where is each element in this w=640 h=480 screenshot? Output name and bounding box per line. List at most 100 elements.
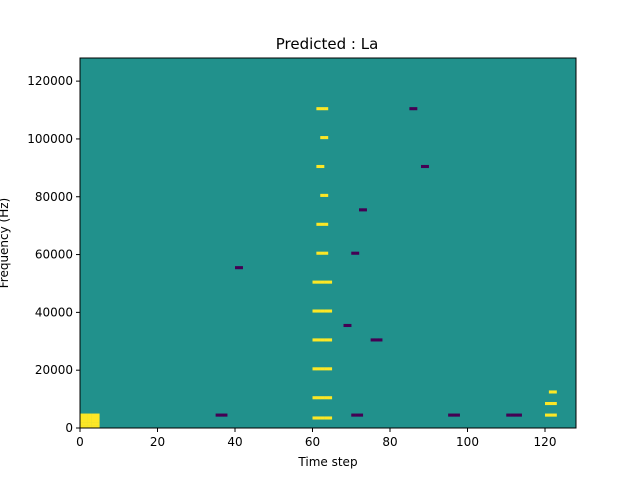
heatmap-cell-low [374, 338, 379, 342]
y-tick-label: 60000 [35, 248, 73, 262]
heatmap-cell-low [362, 208, 367, 212]
heatmap-cell-high [316, 396, 321, 400]
x-tick-label: 80 [382, 435, 397, 449]
heatmap-cell-high [320, 338, 325, 342]
heatmap-cell-low [413, 107, 418, 111]
heatmap-cell-high [91, 422, 96, 426]
heatmap-cell-high [320, 280, 325, 284]
heatmap-cell-high [552, 413, 557, 417]
heatmap-cell-high [95, 416, 100, 420]
heatmap-cell-low [238, 266, 243, 270]
heatmap-cell-high [320, 251, 325, 255]
y-tick-label: 40000 [35, 305, 73, 319]
heatmap-cell-high [87, 425, 92, 429]
heatmap-cell-high [324, 416, 329, 420]
x-tick-label: 60 [305, 435, 320, 449]
heatmap-cell-high [324, 107, 329, 111]
heatmap-cell-low [510, 413, 515, 417]
x-axis-label: Time step [297, 455, 357, 469]
heatmap-cell-high [316, 280, 321, 284]
y-tick-label: 100000 [27, 132, 73, 146]
heatmap-cell-high [95, 422, 100, 426]
heatmap-cell-low [359, 208, 364, 212]
heatmap-cell-high [312, 416, 317, 420]
heatmap-cell-low [370, 338, 375, 342]
heatmap-cell-high [328, 309, 333, 313]
heatmap-cell-high [83, 416, 88, 420]
heatmap-cell-high [548, 413, 553, 417]
plot-frame [79, 57, 577, 429]
heatmap-cell-high [95, 419, 100, 423]
heatmap-cell-low [359, 413, 364, 417]
heatmap-cell-high [80, 422, 85, 426]
y-axis-label: Frequency (Hz) [0, 198, 11, 289]
heatmap-cell-high [312, 396, 317, 400]
heatmap-cell-high [80, 419, 85, 423]
heatmap-cell-high [328, 280, 333, 284]
heatmap-cell-high [87, 416, 92, 420]
heatmap-cell-high [316, 107, 321, 111]
heatmap-cell-high [316, 367, 321, 371]
heatmap-cell-high [324, 280, 329, 284]
heatmap-cell-high [545, 401, 550, 406]
heatmap-cell-high [324, 136, 329, 140]
heatmap-cell-low [452, 413, 457, 417]
heatmap-cell-high [324, 309, 329, 313]
heatmap-cell-low [409, 107, 414, 111]
heatmap-cell-high [548, 401, 553, 406]
plot-area [79, 57, 577, 429]
heatmap-cell-high [316, 338, 321, 342]
heatmap-cell-low [235, 266, 240, 270]
heatmap-cell-low [219, 413, 224, 417]
heatmap-cell-low [424, 164, 429, 169]
heatmap-cell-high [320, 367, 325, 371]
heatmap-cell-high [312, 309, 317, 313]
heatmap-cell-high [316, 251, 321, 255]
heatmap-cell-high [80, 425, 85, 429]
heatmap-cell-high [95, 425, 100, 429]
heatmap-cell-high [320, 107, 325, 111]
heatmap-cell-high [87, 419, 92, 423]
heatmap-cell-high [324, 396, 329, 400]
y-tick-label: 120000 [27, 74, 73, 88]
heatmap-cell-high [545, 413, 550, 417]
heatmap-cell-high [324, 222, 329, 226]
heatmap-cell-high [552, 390, 557, 394]
heatmap-cell-low [343, 323, 348, 328]
heatmap-cell-low [448, 413, 453, 417]
x-tick-label: 40 [227, 435, 242, 449]
heatmap-cell-high [95, 413, 100, 417]
heatmap-cell-high [320, 222, 325, 226]
x-tick-label: 0 [76, 435, 84, 449]
x-tick-label: 120 [534, 435, 557, 449]
heatmap-cell-high [80, 413, 85, 417]
heatmap-cell-high [83, 425, 88, 429]
chart-title: Predicted : La [276, 35, 379, 53]
x-tick-label: 100 [456, 435, 479, 449]
heatmap-cell-low [455, 413, 460, 417]
heatmap-cell-high [87, 413, 92, 417]
heatmap-cell-high [83, 419, 88, 423]
heatmap-cell-high [316, 222, 321, 226]
y-axis-ticks: 0 20000 40000 60000 80000 100000 120000 [27, 74, 80, 435]
x-axis-ticks: 0 20 40 60 80 100 120 [76, 428, 556, 449]
heatmap-cell-high [312, 338, 317, 342]
heatmap-cell-high [87, 422, 92, 426]
heatmap-cell-high [324, 338, 329, 342]
heatmap-cell-high [320, 193, 325, 197]
heatmap-cell-high [328, 416, 333, 420]
heatmap-cell-high [324, 193, 329, 197]
heatmap-cell-high [320, 396, 325, 400]
heatmap-cell-low [223, 413, 228, 417]
heatmap-cell-high [312, 280, 317, 284]
heatmap-cell-high [91, 413, 96, 417]
y-tick-label: 80000 [35, 190, 73, 204]
heatmap-cell-high [320, 416, 325, 420]
heatmap-cell-high [91, 419, 96, 423]
heatmap-cell-low [378, 338, 383, 342]
heatmap-cell-high [548, 390, 553, 394]
heatmap-cell-high [552, 401, 557, 406]
heatmap-cell-high [316, 164, 321, 169]
heatmap-cell-low [355, 413, 360, 417]
